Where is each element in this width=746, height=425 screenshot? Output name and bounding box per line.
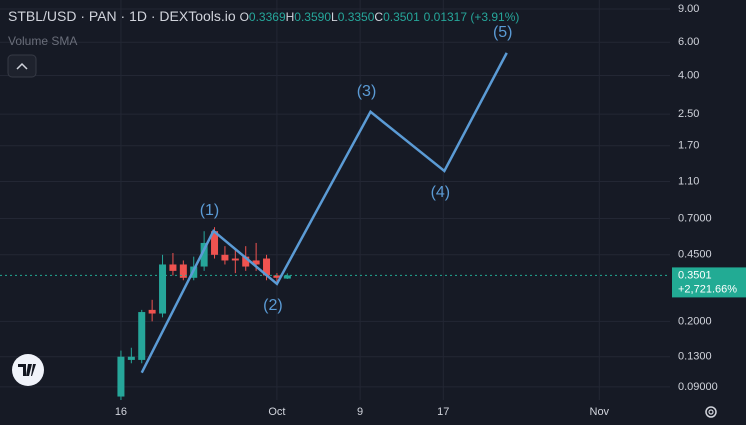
wave-label: (4) — [431, 184, 451, 201]
wave-line — [140, 52, 508, 374]
ohlc: O0.3369H0.3590L0.3350C0.3501 — [240, 8, 420, 24]
symbol-title: STBL/USD · PAN · 1D · DEXTools.io — [8, 8, 236, 24]
collapse-button[interactable] — [7, 54, 37, 78]
x-tick-label: Nov — [590, 406, 610, 418]
candle-body — [127, 356, 135, 360]
ohlc-key: L — [331, 10, 338, 24]
y-tick-label: 1.10 — [678, 175, 699, 187]
collapse-icon — [16, 62, 28, 70]
last-price-box — [672, 267, 746, 298]
candle-body — [148, 309, 156, 314]
ohlc-value: 0.3501 — [383, 10, 420, 24]
y-tick-label: 0.2000 — [678, 315, 712, 327]
candle-body — [273, 275, 281, 278]
candle-body — [242, 256, 250, 267]
wave-label: (3) — [357, 83, 377, 100]
x-tick-label: 16 — [115, 406, 127, 418]
indicator: Volume SMA — [8, 34, 78, 48]
ohlc-value: 0.3350 — [337, 10, 375, 24]
ohlc-key: H — [285, 10, 295, 24]
wave-label: (1) — [200, 202, 220, 219]
candle-body — [252, 260, 260, 265]
candle-body — [221, 254, 229, 261]
candle-body — [138, 312, 146, 360]
x-tick-label: Oct — [268, 406, 285, 418]
y-tick-label: 1.70 — [678, 140, 699, 152]
change: 0.01317 (+3.91%) — [423, 10, 520, 24]
price-axis — [670, 0, 746, 425]
last-price-label: 0.3501 — [678, 269, 712, 281]
wave-label: (5) — [493, 24, 513, 41]
candle-body — [200, 242, 208, 267]
ohlc-value: 0.3590 — [294, 10, 331, 24]
y-tick-label: 0.1300 — [678, 351, 712, 363]
ohlc-key: C — [374, 10, 384, 24]
y-tick-label: 0.7000 — [678, 212, 712, 224]
settings-icon[interactable] — [705, 406, 717, 418]
x-tick-label: 9 — [357, 406, 363, 418]
candle-body — [179, 264, 187, 278]
wave-label: (2) — [263, 297, 283, 314]
settings-icon-center — [708, 409, 714, 415]
legend: STBL/USD · PAN · 1D · DEXTools.io O0.336… — [8, 8, 519, 24]
candle-body — [117, 356, 125, 397]
y-tick-label: 0.09000 — [678, 381, 718, 393]
candle-body — [211, 231, 219, 255]
candle-body — [159, 264, 167, 314]
ohlc-key: O — [239, 10, 249, 24]
last-price-change: +2,721.66% — [678, 283, 737, 295]
y-tick-label: 9.00 — [678, 3, 699, 15]
x-tick-label: 17 — [437, 406, 449, 418]
ohlc-value: 0.3369 — [248, 10, 286, 24]
y-tick-label: 2.50 — [678, 108, 699, 120]
candle-body — [283, 275, 291, 279]
candle-body — [263, 258, 271, 276]
y-tick-label: 6.00 — [678, 36, 699, 48]
y-tick-label: 4.00 — [678, 69, 699, 81]
tv-logo-mark — [18, 364, 36, 376]
candle-body — [231, 258, 239, 261]
candle-body — [169, 264, 177, 271]
y-tick-label: 0.4500 — [678, 249, 712, 261]
